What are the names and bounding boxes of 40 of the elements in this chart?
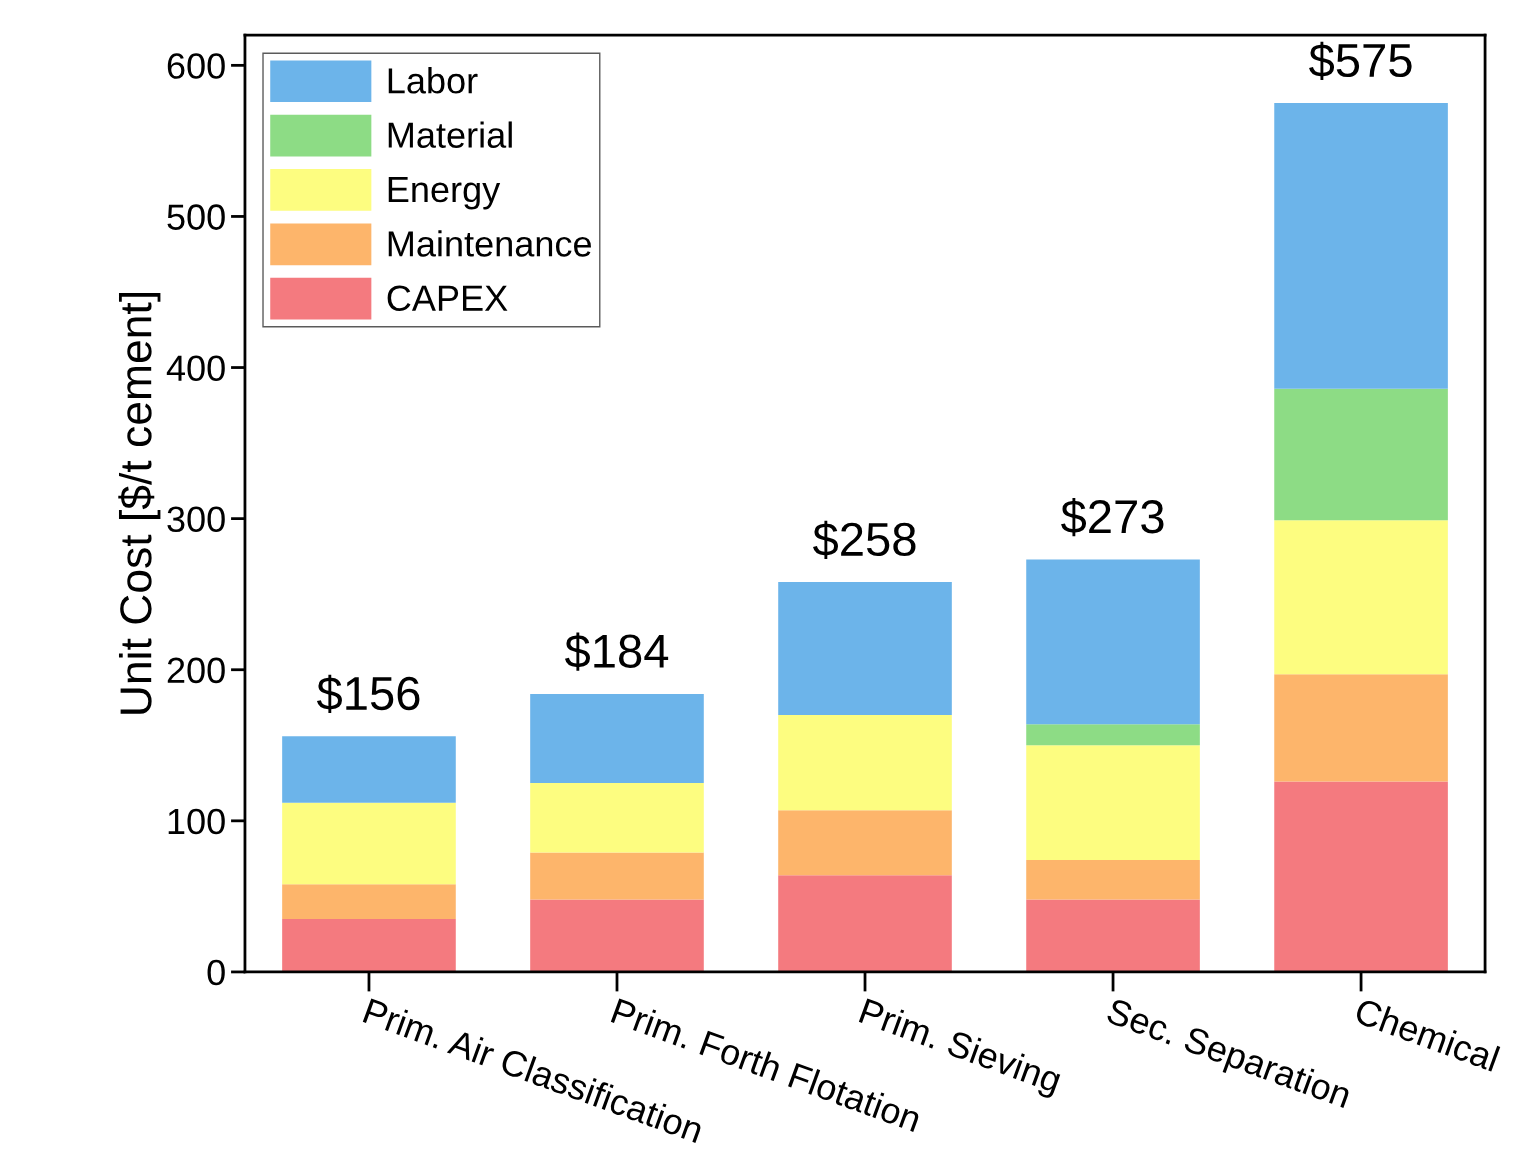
bar [1026, 899, 1200, 972]
bar [530, 783, 704, 853]
bar [778, 715, 952, 811]
legend-label: CAPEX [387, 285, 508, 312]
total-label: $258 [813, 520, 916, 559]
bar [282, 884, 456, 920]
bar [282, 802, 456, 885]
y-tick-label: 400 [166, 355, 225, 381]
y-tick-label: 200 [167, 657, 225, 684]
y-tick-label: 100 [168, 808, 225, 835]
bar [530, 899, 704, 972]
bar [1026, 559, 1200, 725]
bar [530, 693, 704, 784]
bar [778, 582, 952, 716]
bar [282, 736, 456, 803]
bar [1274, 103, 1448, 389]
total-label: $273 [1061, 498, 1164, 537]
bar [1274, 781, 1448, 972]
bar [1274, 674, 1448, 782]
bar [1026, 724, 1200, 746]
bar [1274, 388, 1448, 521]
legend-label: Maintenance [388, 230, 591, 257]
legend-label: Material [388, 121, 512, 148]
legend-label: Labor [388, 67, 478, 94]
bar [530, 852, 704, 900]
bar [778, 875, 952, 972]
total-label: $156 [316, 674, 420, 714]
y-tick-label: 500 [167, 204, 225, 230]
y-tick-label: 300 [167, 506, 225, 533]
y-tick-label: 0 [207, 959, 225, 986]
total-label: $575 [1309, 41, 1412, 80]
total-label: $184 [564, 632, 669, 671]
legend-label: Energy [388, 177, 501, 210]
bar [1026, 860, 1200, 900]
bar [1026, 745, 1200, 861]
bar [778, 810, 952, 876]
bar [282, 919, 456, 972]
bar [1274, 520, 1448, 675]
y-axis-title: Unit Cost [$/t cement] [118, 293, 161, 714]
y-tick-label: 600 [167, 53, 225, 79]
